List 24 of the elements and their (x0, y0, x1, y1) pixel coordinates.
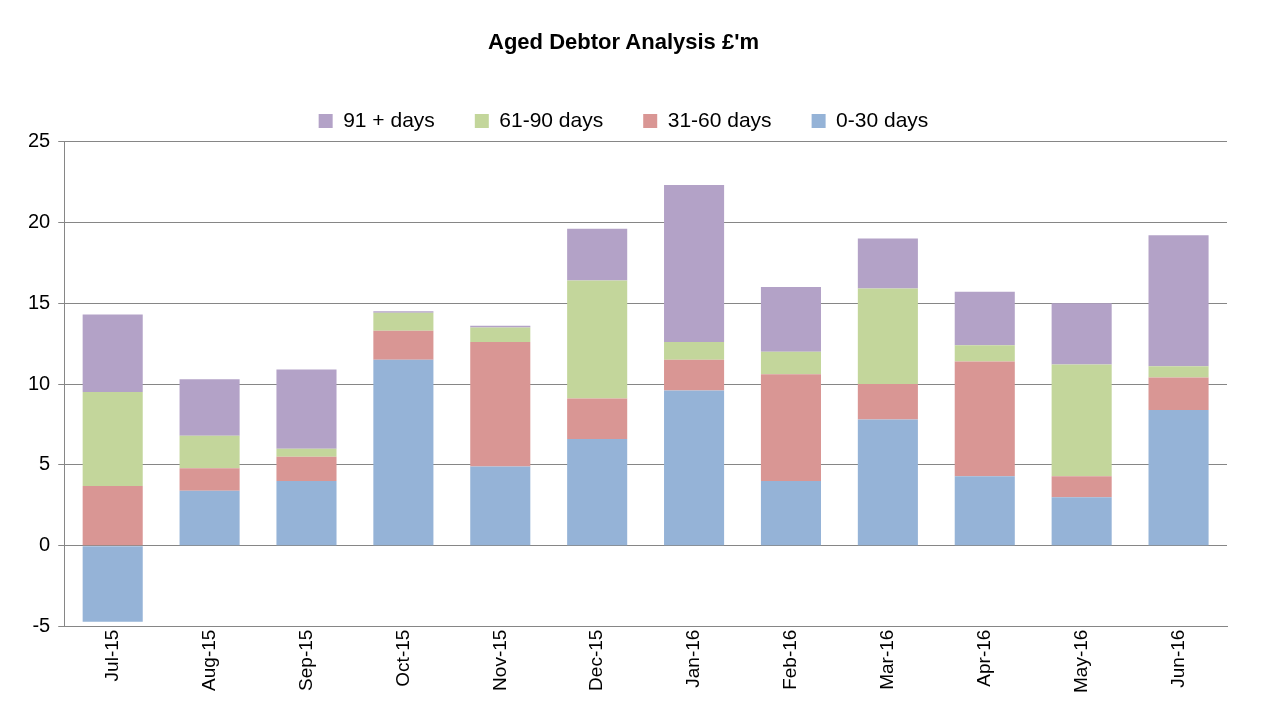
x-tick-label: Apr-16 (972, 629, 994, 687)
x-tick-label: Oct-15 (391, 629, 413, 687)
chart-title: Aged Debtor Analysis £'m (488, 29, 759, 55)
legend-label: 0-30 days (836, 107, 929, 131)
x-tick-label: Aug-15 (197, 629, 219, 691)
x-tick-label: Jan-16 (682, 629, 704, 688)
legend-label: 31-60 days (667, 107, 772, 131)
x-tick-label: Nov-15 (488, 629, 510, 691)
x-tick-label: May-16 (1069, 629, 1091, 693)
y-tick-label: 25 (28, 128, 51, 151)
legend-label: 61-90 days (499, 107, 604, 131)
x-tick-label: Dec-15 (585, 629, 607, 691)
y-tick-label: 5 (39, 452, 51, 475)
y-tick-label: 15 (28, 290, 51, 313)
legend-label: 91 + days (343, 107, 435, 131)
x-tick-label: Feb-16 (779, 629, 801, 690)
x-tick-label: Sep-15 (294, 629, 316, 691)
y-tick-label: 20 (28, 209, 51, 232)
x-tick-label: Jul-15 (100, 629, 122, 682)
x-tick-label: Jun-16 (1166, 629, 1188, 688)
y-tick-label: 10 (28, 371, 51, 394)
x-tick-label: Mar-16 (876, 629, 898, 690)
y-tick-label: -5 (32, 614, 51, 637)
y-tick-label: 0 (39, 533, 51, 556)
